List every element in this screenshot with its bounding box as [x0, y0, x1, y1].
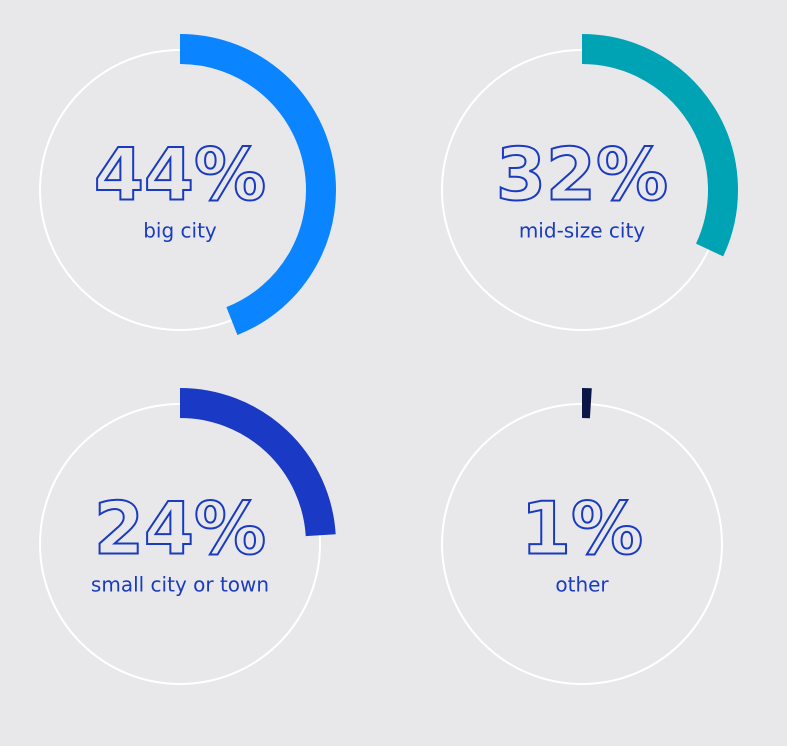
value-label: 24%: [94, 487, 266, 571]
value-label: 1%: [521, 487, 643, 571]
value-label: 44%: [94, 133, 266, 217]
value-label: 32%: [496, 133, 668, 217]
category-label: mid-size city: [519, 219, 645, 243]
gauge-arc: [581, 34, 738, 257]
category-label: other: [555, 573, 609, 597]
gauge-arc: [179, 34, 336, 336]
gauge-arc: [179, 388, 336, 537]
category-label: small city or town: [91, 573, 269, 597]
category-label: big city: [143, 219, 217, 243]
